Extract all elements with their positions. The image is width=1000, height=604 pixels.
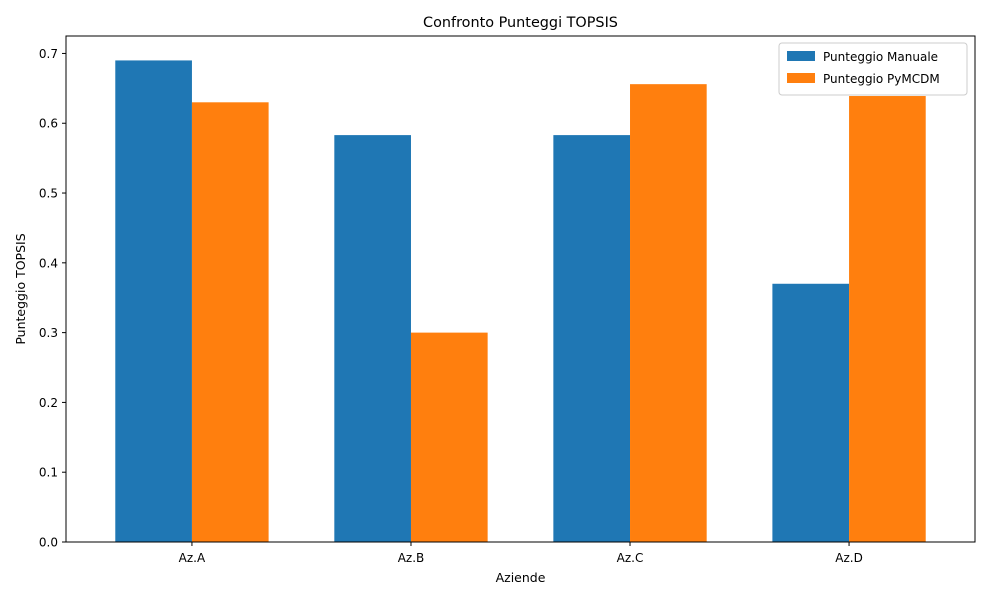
y-tick-label: 0.1 (39, 466, 58, 480)
y-tick-label: 0.5 (39, 187, 58, 201)
legend-swatch (787, 51, 815, 61)
x-tick-label: Az.A (179, 551, 206, 565)
y-tick-label: 0.0 (39, 536, 58, 550)
bar-az-b-series-1 (334, 135, 411, 542)
y-tick-label: 0.3 (39, 326, 58, 340)
y-tick-label: 0.7 (39, 47, 58, 61)
x-axis: Az.A Az.B Az.C Az.D (179, 542, 863, 565)
bar-az-a-series-2 (191, 102, 269, 542)
legend-label: Punteggio Manuale (823, 50, 938, 64)
y-axis-label: Punteggio TOPSIS (13, 233, 28, 344)
bars-layer (115, 60, 926, 543)
legend-swatch (787, 73, 815, 83)
x-axis-label: Aziende (496, 570, 546, 585)
x-tick-label: Az.D (835, 551, 863, 565)
bar-az-c-series-1 (553, 135, 631, 542)
x-tick-label: Az.B (398, 551, 425, 565)
legend-label: Punteggio PyMCDM (823, 72, 940, 86)
bar-az-d-series-1 (772, 283, 850, 542)
chart-title: Confronto Punteggi TOPSIS (423, 15, 618, 31)
y-tick-label: 0.4 (39, 256, 58, 270)
y-axis: 0.0 0.1 0.2 0.3 0.4 0.5 0.6 0.7 (39, 47, 66, 550)
bar-az-c-series-2 (630, 84, 707, 543)
legend-items: Punteggio Manuale Punteggio PyMCDM (787, 50, 940, 86)
y-tick-label: 0.2 (39, 396, 58, 410)
legend-box (778, 42, 968, 96)
legend: Punteggio Manuale Punteggio PyMCDM (778, 42, 968, 96)
x-tick-label: Az.C (617, 551, 644, 565)
plot-frame (65, 35, 976, 543)
bar-az-a-series-1 (115, 60, 192, 543)
bar-az-b-series-2 (410, 332, 488, 542)
y-tick-label: 0.6 (39, 117, 58, 131)
bar-az-d-series-2 (849, 96, 926, 543)
